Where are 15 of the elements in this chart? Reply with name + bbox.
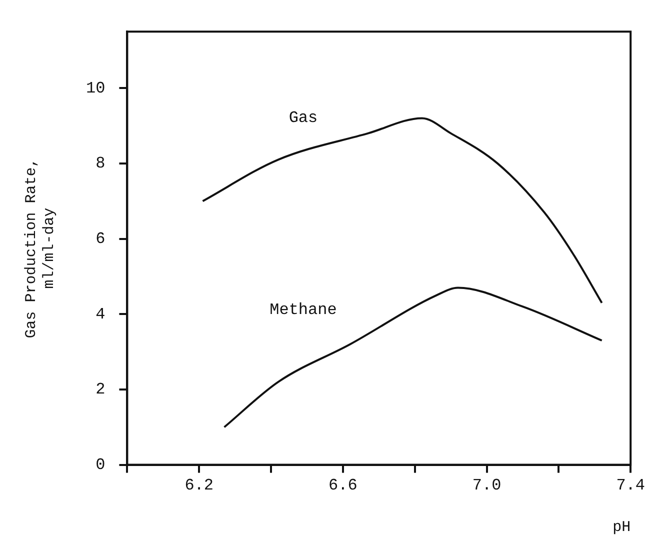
x-tick-label: 6.2 xyxy=(184,476,214,495)
y-tick-label: 8 xyxy=(96,154,106,173)
x-axis-title: pH xyxy=(612,518,631,536)
series-label: Methane xyxy=(270,301,337,320)
y-tick-label: 0 xyxy=(96,456,106,474)
y-tick-label: 2 xyxy=(96,380,106,399)
x-tick-label: 7.0 xyxy=(472,476,502,495)
line-series xyxy=(223,286,603,428)
y-axis-title: Gas Production Rate, ml/ml-day xyxy=(22,158,58,338)
x-tick-label: 7.4 xyxy=(616,476,646,495)
y-tick-label: 6 xyxy=(96,230,106,248)
y-tick-label: 4 xyxy=(96,305,106,324)
y-tick-label: 10 xyxy=(86,79,106,98)
series-label: Gas xyxy=(288,108,318,127)
x-tick-label: 6.6 xyxy=(328,476,358,495)
